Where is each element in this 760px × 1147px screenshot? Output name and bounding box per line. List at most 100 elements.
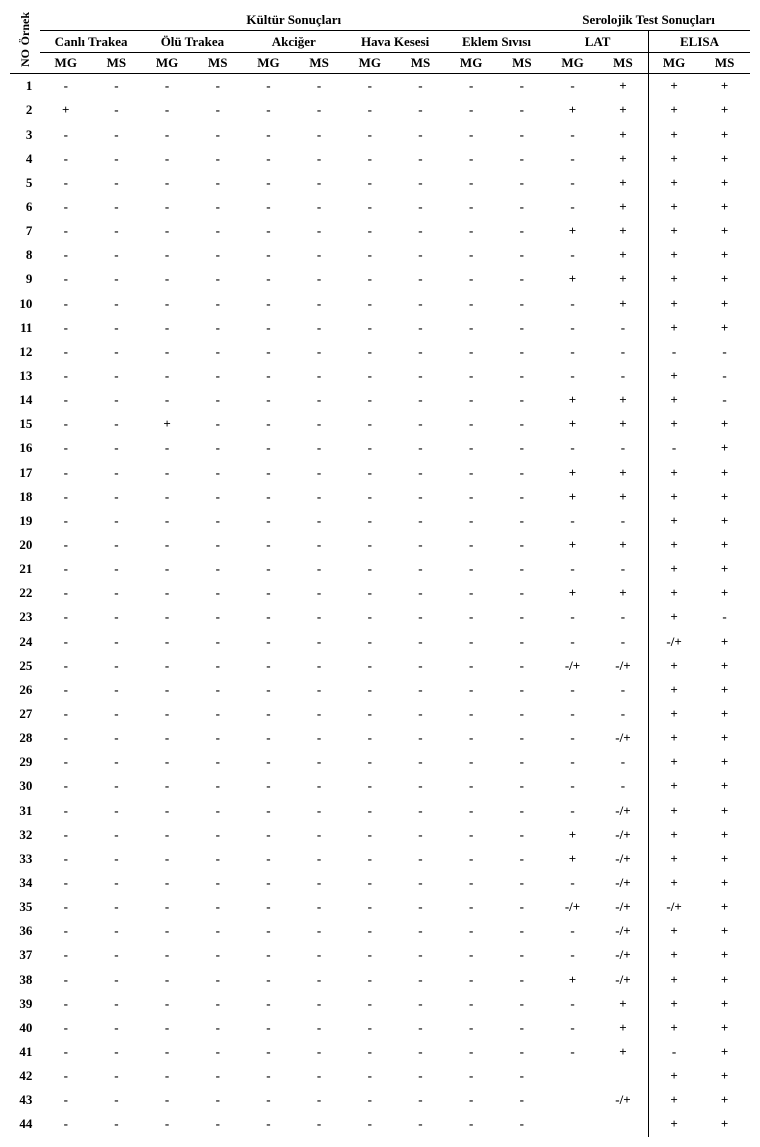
cell-value: - [344, 799, 395, 823]
cell-value: - [547, 702, 598, 726]
cell-value: - [243, 678, 294, 702]
cell-value: - [598, 605, 649, 629]
cell-value: - [91, 895, 142, 919]
cell-value: - [243, 823, 294, 847]
row-number: 33 [10, 847, 40, 871]
cell-value: - [598, 678, 649, 702]
cell-value: - [344, 871, 395, 895]
cell-value: - [446, 1064, 497, 1088]
cell-value: - [142, 74, 193, 99]
cell-value: -/+ [649, 895, 700, 919]
row-number: 39 [10, 992, 40, 1016]
cell-value: - [40, 799, 91, 823]
table-row: 14----------+++- [10, 388, 750, 412]
cell-value: + [649, 702, 700, 726]
cell-value: - [496, 774, 547, 798]
cell-value: - [496, 726, 547, 750]
cell-value: - [496, 1040, 547, 1064]
cell-value: - [192, 533, 243, 557]
cell-value: - [40, 171, 91, 195]
table-row: 35-----------/+-/+-/++ [10, 895, 750, 919]
cell-value: - [243, 436, 294, 460]
cell-value: - [142, 533, 193, 557]
cell-value: + [699, 581, 750, 605]
row-number: 8 [10, 243, 40, 267]
cell-value: - [243, 147, 294, 171]
cell-value: - [344, 98, 395, 122]
cell-value: - [40, 340, 91, 364]
cell-value: - [294, 485, 345, 509]
cell-value: - [91, 654, 142, 678]
row-number: 37 [10, 943, 40, 967]
cell-value: - [192, 799, 243, 823]
cell-value: - [243, 1064, 294, 1088]
cell-value: - [496, 654, 547, 678]
cell-value: - [446, 605, 497, 629]
cell-value: - [91, 1088, 142, 1112]
cell-value: - [344, 123, 395, 147]
cell-value: + [598, 98, 649, 122]
cell-value: - [40, 774, 91, 798]
cell-value: - [446, 654, 497, 678]
cell-value: - [294, 316, 345, 340]
cell-value: -/+ [649, 630, 700, 654]
sub-canli-trakea: Canlı Trakea [40, 31, 141, 52]
cell-value: - [547, 243, 598, 267]
cell-value: + [699, 823, 750, 847]
cell-value: - [40, 630, 91, 654]
cell-value: + [547, 98, 598, 122]
cell-value: - [496, 74, 547, 99]
table-header: Örnek NO Kültür Sonuçları Serolojik Test… [10, 10, 750, 74]
cell-value: - [91, 726, 142, 750]
cell-value: + [649, 1088, 700, 1112]
cell-value: + [649, 316, 700, 340]
table-row: 36------------/+++ [10, 919, 750, 943]
cell-value: - [91, 292, 142, 316]
cell-value: + [699, 509, 750, 533]
cell-value: - [91, 243, 142, 267]
table-row: 19------------++ [10, 509, 750, 533]
cell-value: - [142, 219, 193, 243]
cell-value: + [547, 485, 598, 509]
cell-value: - [446, 726, 497, 750]
cell-value: - [344, 147, 395, 171]
cell-value: - [395, 412, 446, 436]
cell-value: - [40, 605, 91, 629]
cell-value: - [243, 702, 294, 726]
cell-value: - [40, 533, 91, 557]
cell-value: - [395, 461, 446, 485]
cell-value: -/+ [547, 895, 598, 919]
cell-value: - [344, 171, 395, 195]
cell-value: - [598, 364, 649, 388]
cell-value: - [344, 968, 395, 992]
cell-value: - [496, 388, 547, 412]
table-row: 16-------------+ [10, 436, 750, 460]
cell-value: - [496, 461, 547, 485]
cell-value: - [446, 292, 497, 316]
cell-value: - [496, 1088, 547, 1112]
row-number: 10 [10, 292, 40, 316]
cell-value: - [142, 799, 193, 823]
cell-value: - [142, 678, 193, 702]
cell-value: + [649, 388, 700, 412]
cell-value: - [40, 412, 91, 436]
cell-value: + [547, 823, 598, 847]
cell-value: - [446, 847, 497, 871]
sub-lat: LAT [547, 31, 648, 52]
cell-value: - [446, 968, 497, 992]
row-number: 17 [10, 461, 40, 485]
cell-value: - [344, 74, 395, 99]
cell-value: - [294, 219, 345, 243]
cell-value: + [699, 630, 750, 654]
sub-hava-kesesi: Hava Kesesi [344, 31, 445, 52]
col-ms: MS [192, 52, 243, 73]
row-number: 9 [10, 267, 40, 291]
cell-value: - [91, 1040, 142, 1064]
cell-value: + [699, 847, 750, 871]
cell-value: - [294, 1112, 345, 1136]
cell-value: - [142, 461, 193, 485]
cell-value: + [547, 412, 598, 436]
cell-value: - [446, 1040, 497, 1064]
col-ms: MS [294, 52, 345, 73]
cell-value: - [91, 485, 142, 509]
